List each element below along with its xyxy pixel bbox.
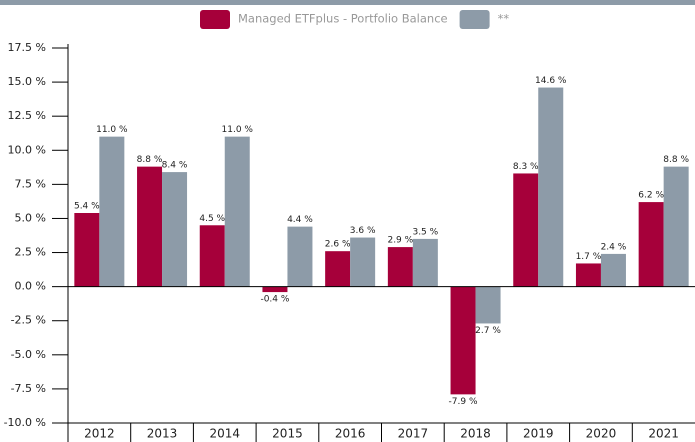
bar — [412, 238, 438, 287]
bar — [638, 202, 664, 287]
value-label: 11.0 % — [222, 125, 254, 135]
bar — [600, 253, 626, 287]
bar — [387, 247, 413, 287]
y-tick-label: 10.0 % — [8, 143, 46, 156]
value-label: 8.8 % — [663, 155, 689, 165]
value-label: 14.6 % — [535, 76, 567, 86]
value-label: 1.7 % — [576, 252, 602, 262]
y-tick-label: -7.5 % — [11, 382, 46, 395]
legend-label: ** — [498, 12, 510, 26]
x-tick-label: 2019 — [523, 427, 554, 441]
value-label: 11.0 % — [96, 125, 128, 135]
value-label: 2.6 % — [325, 240, 351, 250]
value-label: 2.9 % — [387, 236, 413, 246]
bar — [663, 166, 689, 287]
bar — [475, 286, 501, 324]
y-tick-label: 15.0 % — [8, 75, 46, 88]
y-tick-label: 7.5 % — [15, 177, 46, 190]
x-tick-label: 2015 — [272, 427, 303, 441]
value-label: 2.7 % — [475, 326, 501, 336]
value-label: 3.5 % — [412, 227, 438, 237]
y-tick-label: 0.0 % — [15, 280, 46, 293]
value-label: 8.4 % — [162, 161, 188, 171]
x-tick-label: 2013 — [147, 427, 178, 441]
x-tick-label: 2017 — [398, 427, 429, 441]
bar — [450, 286, 476, 395]
value-label: 8.3 % — [513, 162, 539, 172]
x-tick-label: 2014 — [209, 427, 240, 441]
y-tick-label: -10.0 % — [4, 416, 46, 429]
y-tick-label: 2.5 % — [15, 246, 46, 259]
bar — [199, 225, 225, 287]
value-label: -7.9 % — [449, 397, 478, 407]
bar — [325, 251, 351, 287]
y-tick-label: -5.0 % — [11, 348, 46, 361]
x-tick-label: 2020 — [586, 427, 617, 441]
value-label: -0.4 % — [260, 295, 289, 305]
value-label: 5.4 % — [74, 202, 100, 212]
value-label: 6.2 % — [638, 191, 664, 201]
x-tick-label: 2021 — [648, 427, 679, 441]
bar — [74, 213, 100, 287]
value-label: 2.4 % — [601, 242, 627, 252]
legend-swatch — [200, 10, 230, 29]
y-tick-label: 5.0 % — [15, 211, 46, 224]
value-label: 8.8 % — [137, 155, 163, 165]
bar — [513, 173, 539, 287]
y-tick-label: 17.5 % — [8, 41, 46, 54]
bar — [350, 237, 376, 287]
x-tick-label: 2012 — [84, 427, 115, 441]
x-tick-label: 2016 — [335, 427, 366, 441]
bar — [287, 226, 313, 287]
bar — [224, 136, 250, 287]
bar — [262, 286, 288, 293]
y-tick-label: -2.5 % — [11, 314, 46, 327]
x-tick-label: 2018 — [460, 427, 491, 441]
value-label: 4.5 % — [199, 214, 225, 224]
top-band — [0, 0, 695, 5]
bar — [575, 263, 601, 287]
legend-label: Managed ETFplus - Portfolio Balance — [238, 12, 448, 26]
value-label: 4.4 % — [287, 215, 313, 225]
bar — [137, 166, 163, 287]
value-label: 3.6 % — [350, 226, 376, 236]
y-tick-label: 12.5 % — [8, 109, 46, 122]
bar — [162, 172, 188, 287]
legend-swatch — [459, 10, 490, 29]
bar — [538, 87, 564, 287]
bar — [99, 136, 125, 287]
